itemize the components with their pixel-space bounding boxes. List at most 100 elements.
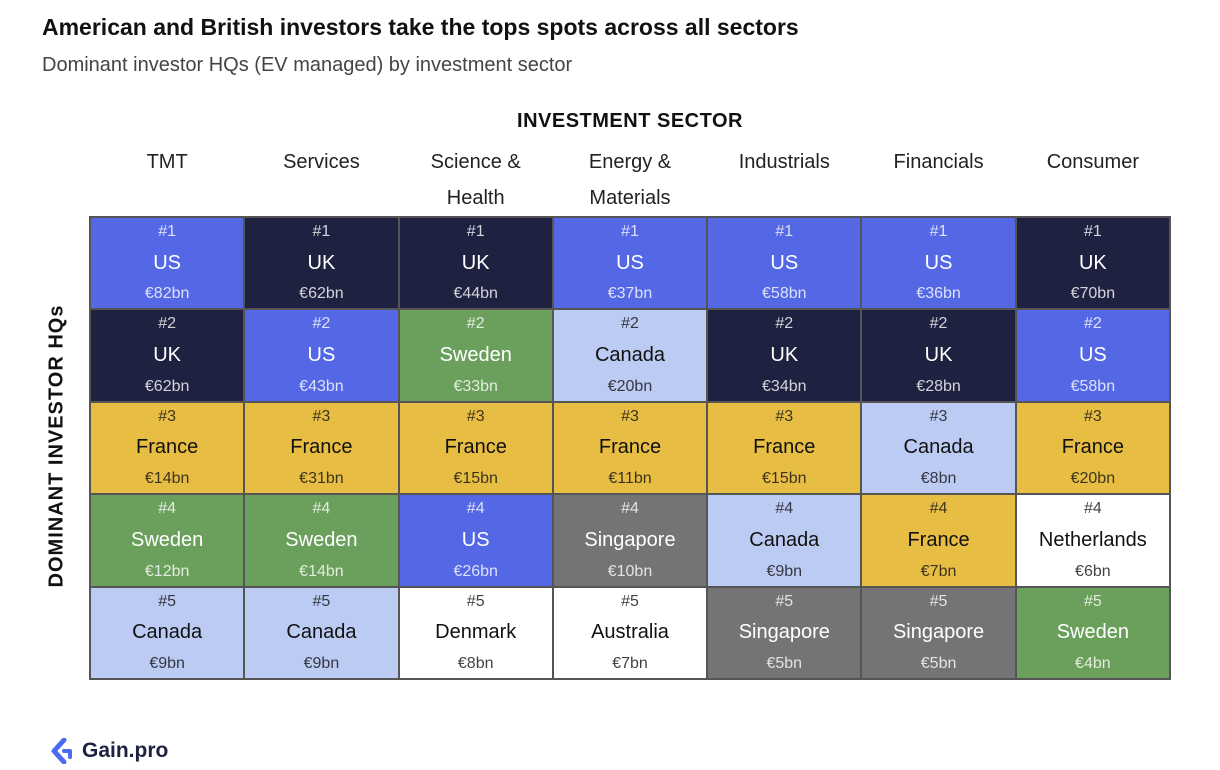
country-label: Sweden [439,344,512,367]
rank-label: #3 [312,407,331,425]
rank-label: #1 [929,223,948,240]
country-label: Australia [591,621,669,644]
table-cell: #4 Canada €9bn [708,495,861,586]
country-label: UK [307,251,336,274]
value-label: €36bn [916,285,961,303]
table-cell: #5 Singapore €5bn [708,587,861,678]
country-label: US [153,251,182,274]
value-label: €82bn [144,285,190,303]
table-cell: #2 US €43bn [245,310,398,401]
value-label: €6bn [1075,562,1111,580]
chart-title: American and British investors take the … [42,14,799,40]
value-label: €15bn [762,470,807,488]
value-label: €9bn [766,562,803,580]
table-cell: #3 France €15bn [708,402,861,494]
value-label: €8bn [457,655,494,672]
country-label: Singapore [892,621,985,644]
country-label: US [616,251,644,274]
value-label: €14bn [144,470,190,488]
value-label: €34bn [762,377,807,395]
country-label: Singapore [584,528,676,551]
country-label: Sweden [1056,621,1129,644]
country-label: Sweden [131,528,204,551]
rank-label: #5 [929,592,948,610]
country-label: Canada [132,621,203,644]
rank-label: #3 [1083,407,1102,425]
brand-logo: Gain.pro [50,738,168,764]
rank-label: #4 [158,500,177,518]
table-cell: #1 US €37bn [553,218,707,309]
rank-label: #3 [466,407,485,425]
table-cell: #1 UK €62bn [245,218,398,309]
country-label: Denmark [435,621,517,644]
country-label: Sweden [285,528,358,551]
table-cell: #4 US €26bn [399,495,552,586]
rank-label: #4 [929,500,948,518]
rank-label: #1 [621,223,639,240]
table-cell: #1 UK €44bn [399,218,552,309]
country-label: Singapore [738,621,830,644]
table-cell: #2 Canada €20bn [553,310,707,401]
table-cell: #1 UK €70bn [1016,218,1169,309]
value-label: €28bn [916,377,961,395]
table-cell: #5 Singapore €5bn [862,587,1015,678]
value-label: €44bn [453,285,498,303]
country-label: UK [924,344,953,367]
country-label: UK [461,251,490,274]
value-label: €7bn [612,655,648,672]
rank-label: #2 [775,315,794,333]
rank-label: #1 [158,223,177,240]
rank-label: #4 [466,500,485,518]
rank-label: #2 [466,315,485,333]
rank-label: #2 [621,315,639,333]
rank-label: #1 [775,223,794,240]
rank-label: #4 [312,500,331,518]
country-label: France [598,436,662,459]
rank-label: #5 [312,592,331,610]
table-cell: #4 Sweden €12bn [91,495,244,586]
rank-label: #2 [929,315,948,333]
value-label: €62bn [299,285,344,303]
table-cell: #5 Canada €9bn [91,587,244,678]
country-label: France [136,436,199,459]
rank-label: #3 [158,407,177,425]
value-label: €26bn [453,562,498,580]
value-label: €8bn [920,470,957,488]
country-label: France [753,436,816,459]
rank-label: #3 [621,407,639,425]
country-label: Canada [749,528,820,551]
table-cell: #3 France €15bn [399,402,552,494]
table-cell: #4 Sweden €14bn [245,495,398,586]
country-label: France [1061,436,1124,459]
rank-label: #5 [158,592,177,610]
value-label: €11bn [608,470,652,488]
x-axis-title: INVESTMENT SECTOR [517,110,743,132]
value-label: €7bn [920,562,957,580]
table-cell: #1 US €58bn [708,218,861,309]
country-label: US [1078,344,1107,367]
rank-label: #5 [1083,592,1102,610]
heatmap-grid: #1 US €82bn #1 UK €62bn #1 UK €44bn #1 US €37bn #1 US… [89,216,1171,680]
value-label: €33bn [453,377,498,395]
table-cell: #5 Sweden €4bn [1016,587,1169,678]
rank-label: #3 [775,407,794,425]
value-label: €9bn [149,655,185,672]
gain-pro-logo-icon [51,738,72,764]
country-label: France [290,436,353,459]
value-label: €10bn [607,562,653,580]
table-cell: #4 France €7bn [862,495,1015,586]
column-header: Science & Health [430,151,521,209]
rank-label: #4 [1083,500,1102,518]
country-label: US [770,251,799,274]
value-label: €58bn [1070,377,1116,395]
value-label: €5bn [766,655,803,672]
country-label: France [444,436,507,459]
country-label: UK [1078,251,1107,274]
rank-label: #5 [466,592,485,610]
rank-label: #5 [775,592,794,610]
table-cell: #2 UK €34bn [708,310,861,401]
rank-label: #5 [621,592,639,610]
rank-label: #1 [312,223,331,240]
column-header: TMT [146,151,188,173]
country-label: UK [770,344,799,367]
